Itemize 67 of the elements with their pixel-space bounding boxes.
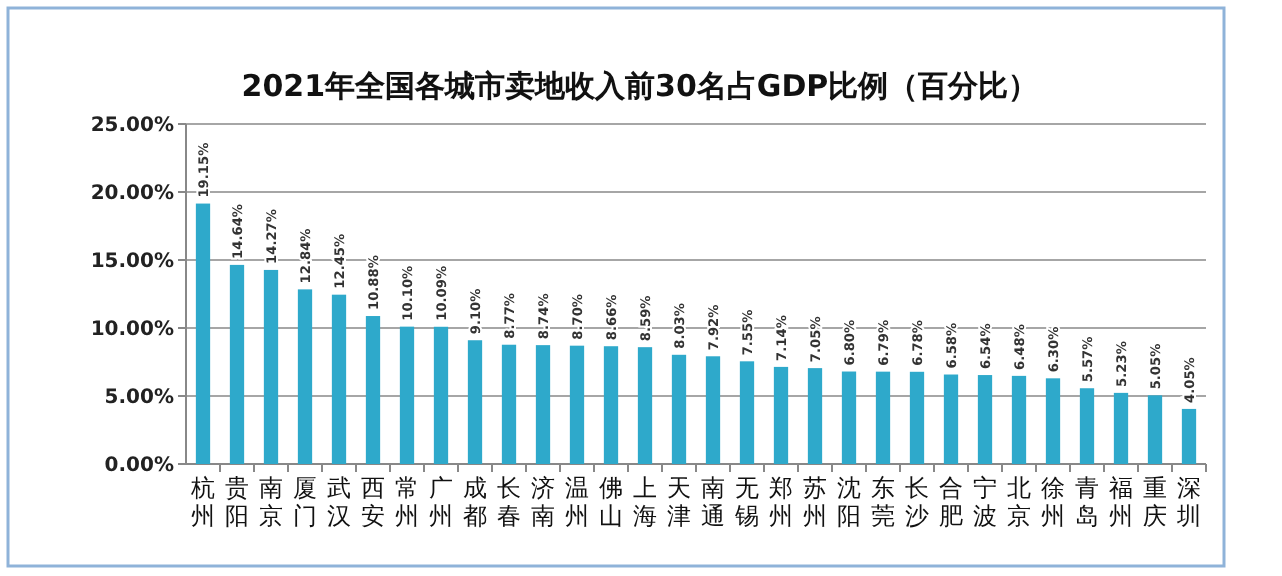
x-tick-label: 南京 (259, 474, 283, 530)
x-tick-label: 合肥 (939, 474, 963, 530)
x-tick-label: 东莞 (871, 474, 895, 530)
bar (263, 269, 279, 464)
bar (773, 366, 789, 464)
y-tick-label: 20.00% (90, 183, 174, 205)
chart-title: 2021年全国各城市卖地收入前30名占GDP比例（百分比） (241, 68, 1039, 104)
bar (195, 203, 211, 464)
x-tick-label: 济南 (531, 474, 555, 530)
x-tick-label: 杭州 (189, 474, 215, 530)
bar (467, 340, 483, 464)
y-tick-label: 25.00% (90, 115, 174, 137)
x-tick-label: 温州 (565, 474, 589, 530)
x-tick-label: 西安 (361, 474, 385, 530)
y-tick-label: 10.00% (90, 319, 174, 341)
x-tick-label: 常州 (395, 474, 419, 530)
x-tick-label: 重庆 (1143, 474, 1167, 530)
bar (399, 326, 415, 464)
bar (1147, 395, 1163, 464)
x-tick-label: 苏州 (803, 474, 827, 530)
bar (1113, 392, 1129, 464)
bar (807, 368, 823, 464)
bar (433, 326, 449, 464)
bar (909, 371, 925, 464)
bar (535, 345, 551, 464)
bar (841, 371, 857, 464)
x-tick-label: 佛山 (599, 474, 623, 530)
x-tick-label: 上海 (633, 474, 657, 530)
x-tick-label: 深圳 (1175, 474, 1201, 530)
bar (671, 354, 687, 464)
bar (875, 371, 891, 464)
bar (637, 347, 653, 464)
bar (943, 374, 959, 464)
x-tick-label: 青岛 (1075, 474, 1099, 530)
bar (297, 289, 313, 464)
x-tick-label: 天津 (667, 474, 691, 530)
x-tick-label: 广州 (429, 474, 453, 530)
x-tick-label: 贵阳 (225, 474, 249, 530)
bar (1079, 388, 1095, 464)
bar (603, 346, 619, 464)
x-tick-label: 南通 (701, 474, 725, 530)
bar (229, 264, 245, 464)
bar (331, 294, 347, 464)
bar (501, 344, 517, 464)
bar (365, 316, 381, 464)
x-tick-label: 沈阳 (837, 474, 861, 530)
y-tick-label: 15.00% (90, 251, 174, 273)
x-tick-label: 长春 (497, 474, 521, 530)
x-tick-label: 厦门 (293, 474, 317, 530)
bar (705, 356, 721, 464)
bar (977, 375, 993, 464)
x-tick-label: 郑州 (769, 474, 793, 530)
bar (1011, 375, 1027, 464)
bar (569, 345, 585, 464)
y-tick-label: 0.00% (104, 455, 174, 477)
x-tick-label: 宁波 (973, 474, 997, 530)
x-tick-label: 成都 (463, 474, 487, 530)
bar (739, 361, 755, 464)
bar (1045, 378, 1061, 464)
x-tick-label: 武汉 (327, 474, 351, 530)
y-tick-label: 5.00% (104, 387, 174, 409)
x-tick-label: 长沙 (905, 474, 929, 530)
x-tick-label: 福州 (1109, 474, 1133, 530)
bar (1181, 408, 1197, 464)
x-tick-label: 无锡 (733, 474, 759, 530)
x-tick-label: 北京 (1007, 474, 1031, 530)
x-tick-label: 徐州 (1041, 474, 1065, 530)
